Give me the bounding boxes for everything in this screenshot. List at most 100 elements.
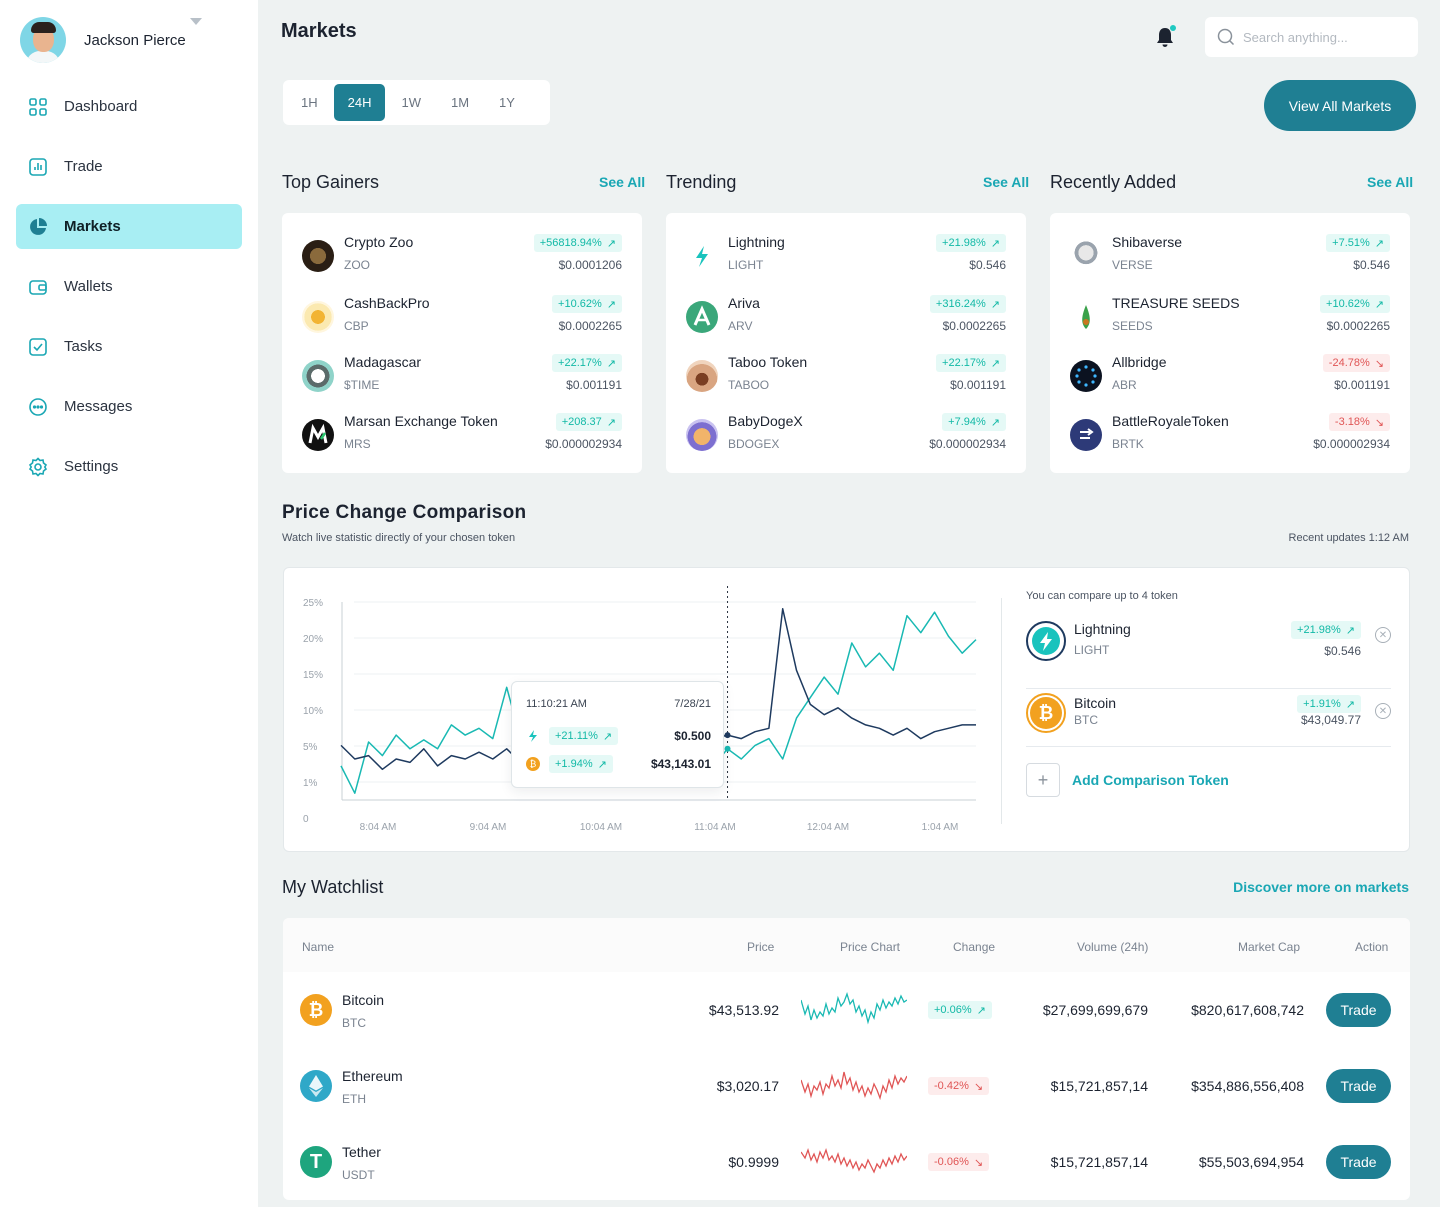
search-icon (1217, 28, 1235, 46)
list-item[interactable]: CashBackPro CBP +10.62% ↗ $0.0002265 (302, 295, 622, 341)
token-name: Lightning (1074, 621, 1131, 637)
change-badge: +7.51% ↗ (1326, 234, 1390, 252)
change-badge: +22.17% ↗ (936, 354, 1006, 372)
search-box[interactable] (1205, 17, 1418, 57)
market-cap-cell: $354,886,556,408 (1191, 1078, 1304, 1094)
tab-1h[interactable]: 1H (301, 95, 318, 110)
arrow-down-right-icon: ↘ (1374, 416, 1384, 429)
coin-price: $0.546 (969, 258, 1006, 272)
y-tick-label: 10% (303, 706, 323, 717)
tether-logo-icon: T (300, 1146, 332, 1178)
y-tick-label: 0 (303, 814, 309, 825)
close-icon[interactable]: ✕ (1375, 703, 1391, 719)
list-item[interactable]: Taboo Token TABOO +22.17% ↗ $0.001191 (686, 354, 1006, 400)
tab-1y[interactable]: 1Y (499, 95, 515, 110)
list-item[interactable]: Lightning LIGHT +21.98% ↗ $0.546 (686, 234, 1006, 280)
column-header-change[interactable]: Change (953, 940, 996, 954)
list-item[interactable]: Madagascar $TIME +22.17% ↗ $0.001191 (302, 354, 622, 400)
column-header-market-cap[interactable]: Market Cap (1238, 940, 1301, 954)
sidebar-item-markets[interactable]: Markets (16, 204, 242, 249)
trade-button[interactable]: Trade (1326, 1069, 1391, 1103)
tab-24h[interactable]: 24H (333, 84, 386, 121)
page-title: Markets (281, 20, 357, 42)
timeframe-tabs: 1H 24H 1W 1M 1Y (283, 80, 550, 125)
x-tick-label: 10:04 AM (580, 822, 622, 833)
list-item[interactable]: TREASURE SEEDS SEEDS +10.62% ↗ $0.0002265 (1070, 295, 1390, 341)
coin-symbol: VERSE (1112, 258, 1153, 272)
plus-icon: + (1026, 763, 1060, 797)
list-item[interactable]: Marsan Exchange Token MRS +208.37 ↗ $0.00… (302, 413, 622, 459)
change-badge: +316.24% ↗ (929, 295, 1006, 313)
comparison-token-row[interactable]: ₿ Bitcoin BTC +1.91% ↗ $43,049.77 ✕ (1026, 693, 1391, 747)
view-all-markets-button[interactable]: View All Markets (1264, 80, 1416, 131)
user-profile[interactable]: Jackson Pierce (20, 17, 186, 63)
watchlist-title: My Watchlist (282, 877, 384, 897)
trade-button[interactable]: Trade (1326, 1145, 1391, 1179)
comparison-chart-card: 25% 20% 15% 10% 5% 1% 0 8:04 AM 9:04 AM 10:04 AM 1… (283, 567, 1410, 852)
watchlist-table: Name Price Price Chart Change Volume (24… (283, 918, 1410, 1200)
sidebar-item-label: Settings (64, 458, 119, 475)
coin-name: Bitcoin (342, 992, 385, 1008)
sidebar-item-tasks[interactable]: Tasks (16, 324, 242, 369)
sidebar-item-label: Markets (64, 218, 121, 235)
list-item[interactable]: BattleRoyaleToken BRTK -3.18% ↘ $0.000002… (1070, 413, 1390, 459)
trade-button[interactable]: Trade (1326, 993, 1391, 1027)
list-item[interactable]: Allbridge ABR -24.78% ↘ $0.001191 (1070, 354, 1390, 400)
list-item[interactable]: Ariva ARV +316.24% ↗ $0.0002265 (686, 295, 1006, 341)
see-all-top-gainers-link[interactable]: See All (599, 174, 646, 190)
tasks-icon (29, 337, 47, 356)
bell-icon[interactable] (1154, 26, 1176, 48)
change-badge: +10.62% ↗ (1320, 295, 1390, 313)
sidebar-item-messages[interactable]: Messages (16, 384, 242, 429)
change-value: +208.37 (561, 416, 602, 428)
sidebar-nav: Dashboard Trade Markets Wallets Tasks Me… (16, 84, 242, 504)
arrow-up-right-icon: ↗ (990, 298, 1000, 311)
table-row[interactable]: ₿ Bitcoin BTC $43,513.92 +0.06% ↗ $27,699… (283, 972, 1410, 1048)
list-item[interactable]: BabyDogeX BDOGEX +7.94% ↗ $0.000002934 (686, 413, 1006, 459)
sidebar-item-settings[interactable]: Settings (16, 444, 242, 489)
list-item[interactable]: Shibaverse VERSE +7.51% ↗ $0.546 (1070, 234, 1390, 280)
column-header-name[interactable]: Name (302, 940, 335, 954)
tooltip-change-value: +21.11% (555, 730, 598, 742)
y-tick-label: 20% (303, 634, 323, 645)
tooltip-change-badge: +1.94% ↗ (549, 755, 613, 773)
tooltip-change-badge: +21.11% ↗ (549, 727, 619, 745)
list-item[interactable]: Crypto Zoo ZOO +56818.94% ↗ $0.0001206 (302, 234, 622, 280)
table-row[interactable]: T Tether USDT $0.9999 -0.06% ↘ $15,721,85… (283, 1124, 1410, 1200)
table-row[interactable]: Ethereum ETH $3,020.17 -0.42% ↘ $15,721,8… (283, 1048, 1410, 1124)
arrow-up-right-icon: ↗ (606, 357, 616, 370)
sidebar-item-wallets[interactable]: Wallets (16, 264, 242, 309)
tab-1w[interactable]: 1W (401, 95, 421, 110)
change-badge: -0.06% ↘ (928, 1153, 990, 1171)
sidebar-item-dashboard[interactable]: Dashboard (16, 84, 242, 129)
arrow-up-right-icon: ↗ (1345, 698, 1355, 711)
token-name: Bitcoin (1074, 695, 1117, 711)
see-all-trending-link[interactable]: See All (983, 174, 1030, 190)
arrow-up-right-icon: ↗ (602, 730, 613, 743)
tab-1m[interactable]: 1M (450, 95, 470, 110)
x-tick-label: 1:04 AM (922, 822, 959, 833)
hover-point (724, 745, 731, 752)
comparison-token-row[interactable]: Lightning LIGHT +21.98% ↗ $0.546 ✕ (1026, 621, 1391, 689)
search-input[interactable] (1243, 29, 1403, 45)
coin-symbol: LIGHT (728, 258, 764, 272)
battleroyale-logo-icon (1070, 419, 1102, 451)
add-comparison-token-button[interactable]: + Add Comparison Token (1026, 763, 1229, 797)
see-all-recently-added-link[interactable]: See All (1367, 174, 1414, 190)
close-icon[interactable]: ✕ (1375, 627, 1391, 643)
discover-markets-link[interactable]: Discover more on markets (1233, 879, 1409, 895)
treasure-seeds-logo-icon (1070, 301, 1102, 333)
arrow-up-right-icon: ↗ (606, 416, 616, 429)
coin-symbol: MRS (344, 437, 371, 451)
sidebar-item-label: Tasks (64, 338, 103, 355)
allbridge-logo-icon (1070, 360, 1102, 392)
sidebar-item-trade[interactable]: Trade (16, 144, 242, 189)
markets-icon (30, 217, 47, 235)
comparison-line-chart[interactable]: 25% 20% 15% 10% 5% 1% 0 8:04 AM 9:04 AM 10:04 AM 1… (284, 568, 984, 851)
column-header-price[interactable]: Price (747, 940, 775, 954)
change-badge: +10.62% ↗ (552, 295, 622, 313)
lightning-logo-icon (1026, 621, 1066, 661)
coin-name: Ariva (728, 295, 760, 311)
column-header-volume[interactable]: Volume (24h) (1077, 940, 1149, 954)
chevron-down-icon[interactable] (190, 18, 202, 25)
